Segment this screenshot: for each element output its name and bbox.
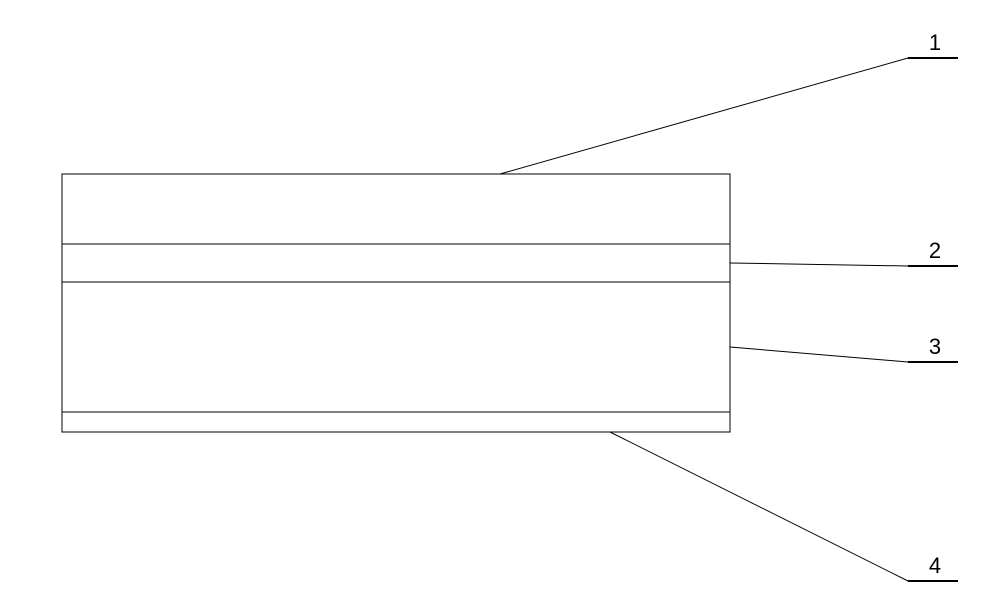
layer-4 — [62, 412, 730, 432]
leader-label-1 — [500, 58, 908, 174]
leader-label-4 — [610, 432, 908, 581]
underlines-group — [908, 58, 958, 581]
layer-2 — [62, 244, 730, 282]
labels-group: 1 2 3 4 — [929, 30, 941, 578]
leader-label-3 — [730, 347, 908, 362]
text-label-3: 3 — [929, 334, 941, 359]
layers-group — [62, 174, 730, 432]
text-label-2: 2 — [929, 238, 941, 263]
text-label-1: 1 — [929, 30, 941, 55]
text-label-4: 4 — [929, 553, 941, 578]
layer-3 — [62, 282, 730, 412]
diagram-container: 1 2 3 4 — [0, 0, 1000, 610]
leader-label-2 — [730, 263, 908, 266]
layer-1 — [62, 174, 730, 244]
diagram-svg: 1 2 3 4 — [0, 0, 1000, 610]
